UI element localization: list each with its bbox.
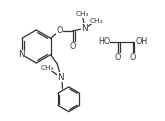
- Text: O: O: [115, 53, 121, 62]
- Text: HO: HO: [98, 37, 110, 46]
- Text: O: O: [130, 53, 136, 62]
- Text: O: O: [56, 26, 63, 35]
- Text: CH₃: CH₃: [40, 65, 54, 71]
- Text: N: N: [18, 50, 24, 59]
- Text: N: N: [81, 24, 88, 33]
- Text: O: O: [70, 42, 76, 51]
- Text: CH₃: CH₃: [90, 18, 103, 24]
- Text: CH₃: CH₃: [76, 11, 89, 17]
- Text: OH: OH: [136, 37, 148, 46]
- Text: N: N: [57, 72, 64, 82]
